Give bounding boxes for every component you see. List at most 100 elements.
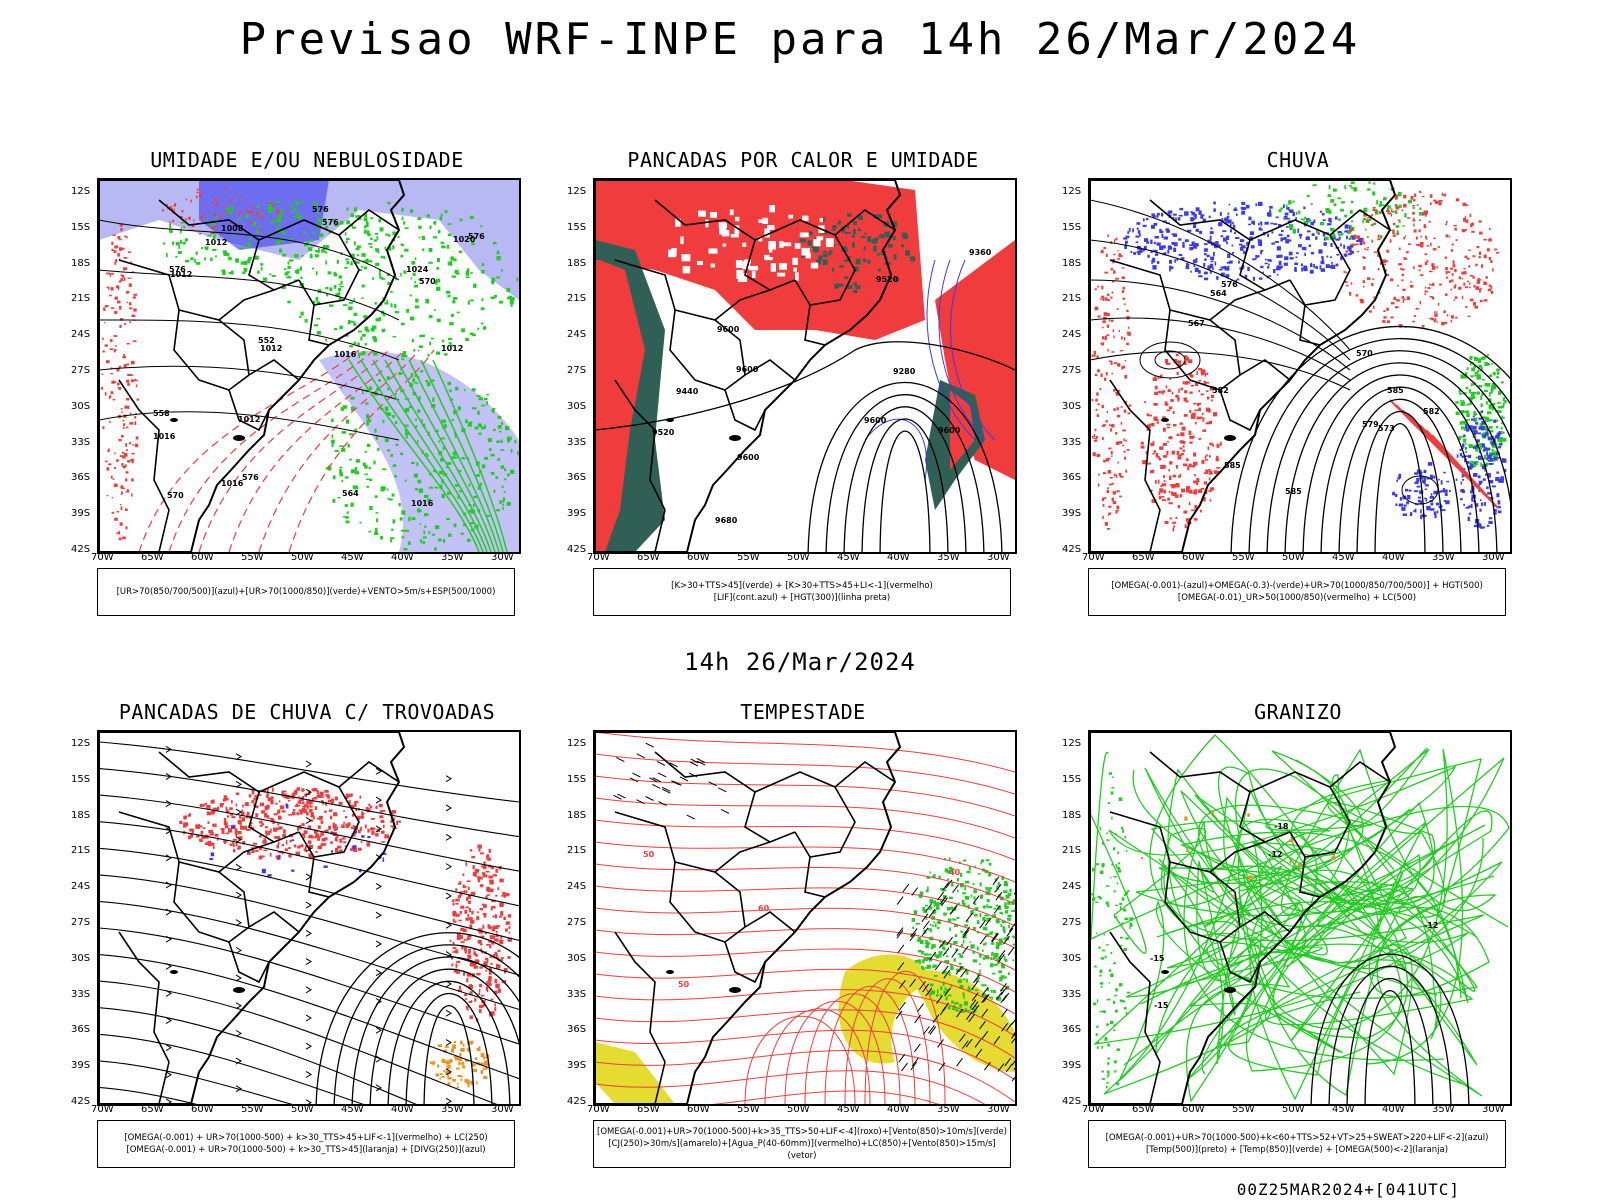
contour-label: 573 — [1378, 424, 1395, 433]
lat-label: 39S — [1062, 508, 1082, 520]
map-pancadas-calor: 9680 9600 9600 9600 9600 9520 9440 9360 9280 9520… — [593, 178, 1017, 554]
contour-label: 1020 — [453, 235, 476, 244]
legend-tempestade: [OMEGA(-0.001)+UR>70(1000-500)+k>35_TTS>… — [593, 1120, 1011, 1168]
lon-label: 50W — [1282, 1104, 1305, 1115]
lon-label: 55W — [1232, 552, 1255, 563]
contour-label: 585 — [1285, 487, 1302, 496]
lat-label: 15S — [1062, 221, 1082, 233]
contour-label: 1012 — [441, 344, 463, 353]
lon-label: 70W — [91, 552, 114, 563]
lon-label: 70W — [1082, 552, 1105, 563]
panel-title-granizo: GRANIZO — [1254, 700, 1342, 724]
lat-label: 30S — [1062, 952, 1082, 964]
lat-label: 42S — [71, 1096, 91, 1107]
lon-label: 30W — [491, 1104, 514, 1115]
lat-label: 30S — [71, 400, 91, 412]
map-umidade: 1012 1012 1012 1016 1016 1012 1016 1016 1012 1020… — [97, 178, 521, 554]
contour-label: 576 — [169, 265, 186, 274]
contour-label: 50 — [643, 850, 655, 859]
contour-label: 576 — [322, 218, 339, 227]
lat-label: 27S — [71, 365, 91, 376]
lat-label: 36S — [1062, 1024, 1082, 1036]
lon-label: 60W — [1182, 1104, 1205, 1115]
contour-label: 585 — [1224, 461, 1241, 470]
lon-label: 35W — [937, 552, 960, 563]
contour-label: 576 — [312, 205, 329, 214]
lat-label: 21S — [567, 293, 587, 305]
lat-label: 30S — [567, 952, 587, 964]
lon-label: 45W — [341, 1104, 364, 1115]
lat-label: 27S — [1062, 365, 1082, 376]
contour-label: 1016 — [411, 499, 434, 508]
contour-label: 9520 — [876, 275, 899, 284]
lon-label: 55W — [241, 552, 264, 563]
lat-label: 42S — [567, 544, 587, 555]
lat-label: 12S — [71, 186, 91, 197]
lon-label: 30W — [1482, 552, 1505, 563]
lon-label: 70W — [91, 1104, 114, 1115]
lat-label: 36S — [1062, 472, 1082, 484]
lon-label: 65W — [637, 552, 660, 563]
legend-line: [LIF](cont.azul) + [HGT(300)](linha pret… — [713, 593, 891, 603]
legend-pancadas-calor: [K>30+TTS>45](verde) + [K>30+TTS>45+LI<-… — [593, 568, 1011, 616]
legend-granizo: [OMEGA(-0.001)+UR>70(1000-500)+k<60+TTS>… — [1088, 1120, 1506, 1168]
lon-label: 40W — [391, 552, 414, 563]
lon-label: 35W — [1432, 552, 1455, 563]
lat-label: 24S — [1062, 329, 1082, 341]
map-graphic-tempestade: 60 50 50 40 — [595, 732, 1015, 1104]
lat-label: 12S — [567, 738, 587, 749]
lat-label: 24S — [1062, 881, 1082, 893]
contour-label: 1008 — [221, 224, 244, 233]
page-title: Previsao WRF-INPE para 14h 26/Mar/2024 — [239, 14, 1361, 65]
legend-line: [Temp(500)](preto) + [Temp(850)](verde) … — [1145, 1145, 1449, 1155]
panel-title-tempestade: TEMPESTADE — [740, 700, 866, 724]
lon-label: 40W — [887, 1104, 910, 1115]
lat-label: 39S — [567, 1060, 587, 1072]
lat-label: 27S — [567, 917, 587, 928]
lat-label: 18S — [1062, 809, 1082, 821]
lon-label: 35W — [937, 1104, 960, 1115]
lat-label: 12S — [1062, 738, 1082, 749]
contour-label: 9280 — [893, 367, 916, 376]
map-graphic-pancadas-calor: 9680 9600 9600 9600 9600 9520 9440 9360 9280 9520… — [595, 180, 1015, 552]
legend-line: [OMEGA(-0.01)_UR>50(1000/850)(vermelho) … — [1177, 593, 1417, 603]
contour-label: 50 — [678, 980, 690, 989]
contour-label: 1016 — [153, 432, 176, 441]
legend-umidade: [UR>70(850/700/500)](azul)+[UR>70(1000/8… — [97, 568, 515, 616]
lat-label: 18S — [567, 809, 587, 821]
contour-label: 60 — [758, 904, 770, 913]
contour-label: 9680 — [715, 516, 738, 525]
lon-label: 55W — [241, 1104, 264, 1115]
lat-label: 33S — [567, 988, 587, 1000]
lon-label: 50W — [291, 1104, 314, 1115]
lat-label: 18S — [71, 809, 91, 821]
lon-label: 60W — [687, 552, 710, 563]
lon-label: 35W — [441, 552, 464, 563]
lon-label: 50W — [291, 552, 314, 563]
contour-label: 576 — [468, 232, 485, 241]
contour-label: 558 — [153, 409, 170, 418]
lon-label: 45W — [1332, 1104, 1355, 1115]
panel-title-umidade: UMIDADE E/OU NEBULOSIDADE — [150, 148, 464, 172]
lat-label: 33S — [1062, 436, 1082, 448]
contour-label: 1012 — [260, 344, 282, 353]
lon-label: 60W — [191, 1104, 214, 1115]
lon-label: 35W — [441, 1104, 464, 1115]
panel-title-pancadas-calor: PANCADAS POR CALOR E UMIDADE — [627, 148, 979, 172]
lon-label: 60W — [687, 1104, 710, 1115]
contour-label: 1016 — [221, 479, 244, 488]
lon-label: 30W — [491, 552, 514, 563]
lat-label: 42S — [71, 544, 91, 555]
lat-label: 21S — [567, 845, 587, 857]
contour-label: -12 — [1424, 921, 1438, 930]
contour-label: 570 — [167, 491, 184, 500]
lat-label: 30S — [1062, 400, 1082, 412]
lat-label: 33S — [567, 436, 587, 448]
lat-label: 39S — [71, 1060, 91, 1072]
lat-label: 39S — [567, 508, 587, 520]
contour-label: -12 — [1268, 850, 1282, 859]
contour-label: 567 — [1188, 319, 1205, 328]
lon-label: 70W — [587, 1104, 610, 1115]
contour-label: 40 — [949, 868, 961, 877]
lat-label: 42S — [1062, 544, 1082, 555]
